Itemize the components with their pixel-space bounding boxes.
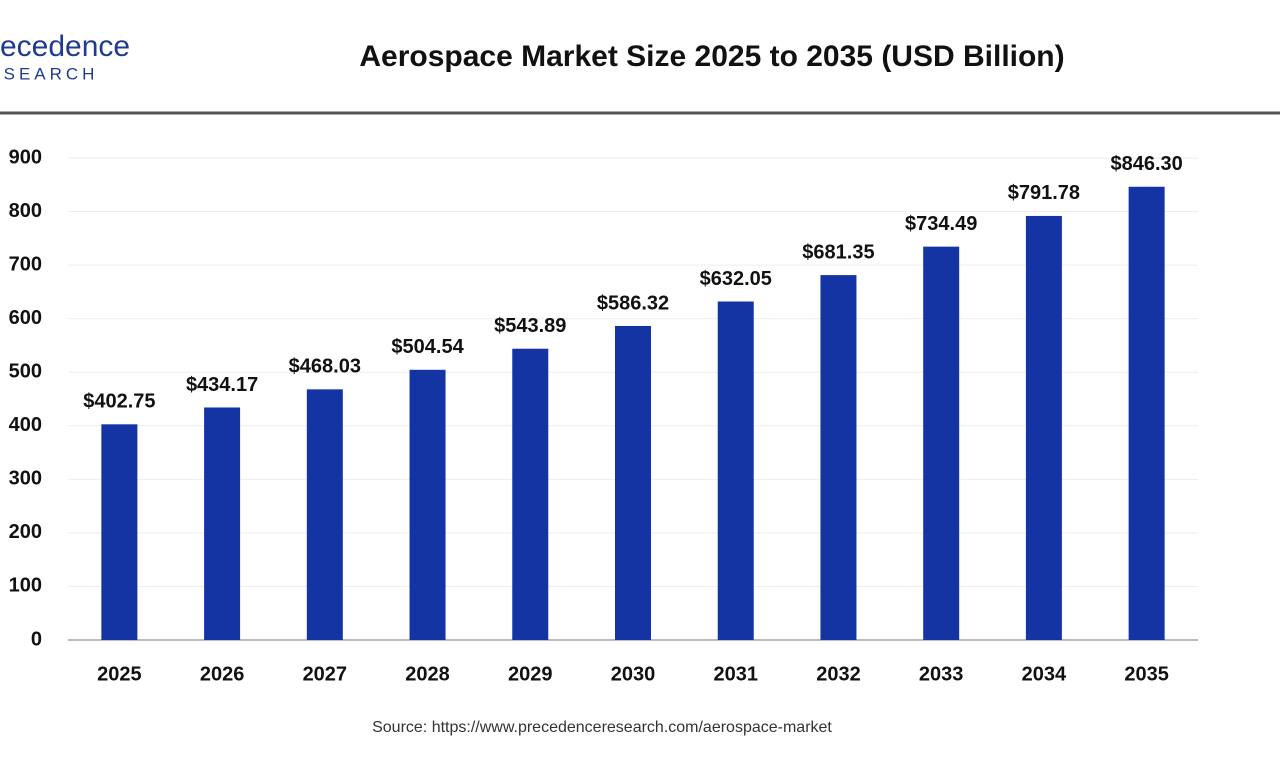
value-label: $632.05 (700, 268, 772, 290)
value-label: $846.30 (1110, 153, 1182, 175)
x-tick-label: 2029 (508, 663, 553, 685)
value-label: $434.17 (186, 374, 258, 396)
x-tick-label: 2027 (303, 663, 348, 685)
value-label: $468.03 (289, 356, 361, 378)
value-label: $504.54 (391, 336, 464, 358)
bar (820, 275, 857, 640)
y-tick-label: 400 (9, 414, 42, 436)
x-tick-label: 2028 (405, 663, 450, 685)
value-label: $402.75 (83, 391, 155, 413)
bar (306, 389, 343, 640)
y-tick-label: 500 (9, 361, 42, 383)
x-tick-label: 2033 (919, 663, 964, 685)
bar (615, 325, 651, 640)
bar (512, 348, 549, 640)
bar (409, 369, 446, 640)
y-tick-label: 800 (9, 200, 42, 222)
x-tick-label: 2030 (611, 663, 656, 685)
bar (1128, 186, 1165, 640)
value-label: $734.49 (905, 213, 977, 235)
x-tick-label: 2034 (1022, 663, 1067, 685)
bar (204, 407, 241, 640)
logo-name: Precedence (0, 30, 130, 63)
value-label: $681.35 (802, 241, 874, 263)
x-tick-label: 2026 (200, 663, 245, 685)
y-tick-label: 100 (9, 575, 42, 597)
y-tick-label: 700 (9, 253, 42, 275)
y-tick-label: 0 (31, 628, 42, 650)
bar (101, 424, 138, 640)
bar (717, 301, 754, 640)
x-tick-label: 2025 (97, 663, 142, 685)
y-tick-label: 900 (9, 146, 42, 168)
logo-sub: RESEARCH (0, 64, 98, 83)
y-tick-label: 300 (9, 468, 42, 490)
chart-title: Aerospace Market Size 2025 to 2035 (USD … (359, 40, 1064, 73)
source: Source: https://www.precedenceresearch.c… (372, 719, 832, 736)
y-tick-label: 200 (9, 521, 42, 543)
x-tick-label: 2032 (816, 663, 861, 685)
value-label: $543.89 (494, 315, 566, 337)
value-label: $586.32 (597, 292, 669, 314)
bar (1025, 215, 1062, 640)
x-tick-label: 2031 (713, 663, 758, 685)
y-tick-label: 600 (9, 307, 42, 329)
value-label: $791.78 (1008, 182, 1080, 204)
bar (923, 246, 960, 640)
x-tick-label: 2035 (1124, 663, 1169, 685)
